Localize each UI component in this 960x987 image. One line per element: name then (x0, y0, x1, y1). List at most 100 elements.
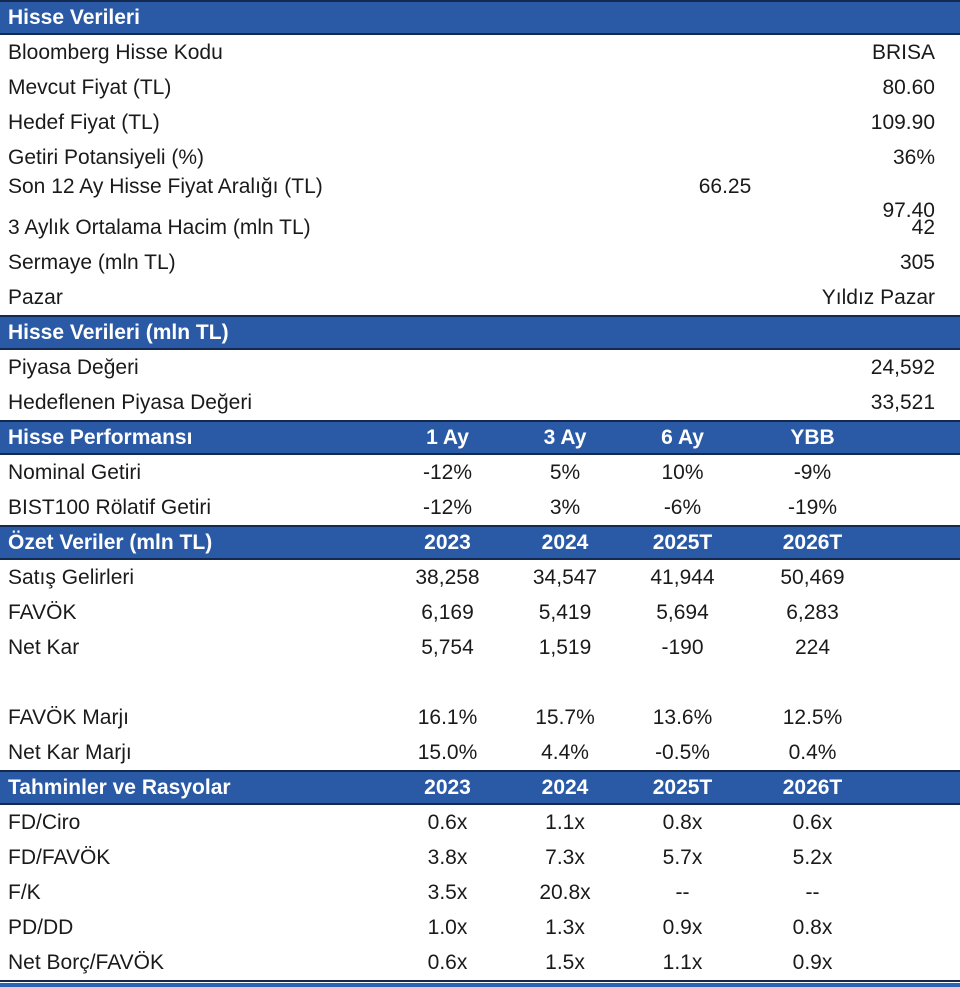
cell-value: 1,519 (538, 635, 592, 659)
cell-value: 0.8x (792, 915, 833, 939)
cell-value: 5% (549, 460, 581, 484)
table-row: Piyasa Değeri 24,592 (0, 350, 960, 385)
row-label: FD/Ciro (8, 810, 81, 834)
cell-value: -12% (422, 460, 473, 484)
cell-value: 13.6% (652, 705, 713, 729)
table-bottom-rule-gap (0, 982, 960, 983)
cell-value-low: 66.25 (698, 175, 752, 198)
row-label: Mevcut Fiyat (TL) (8, 75, 172, 99)
table-row: Pazar Yıldız Pazar (0, 280, 960, 315)
table-row: Mevcut Fiyat (TL) 80.60 (0, 70, 960, 105)
cell-value: 0.6x (427, 810, 468, 834)
cell-value: 109.90 (870, 110, 935, 134)
row-label: Sermaye (mln TL) (8, 250, 176, 274)
cell-value: 1.1x (545, 810, 585, 834)
column-header: 1 Ay (426, 425, 469, 449)
table-row: Hedeflenen Piyasa Değeri 33,521 (0, 385, 960, 420)
table-row: BIST100 Rölatif Getiri -12% 3% -6% -19% (0, 490, 960, 525)
cell-value: BRISA (871, 40, 935, 64)
row-label: PD/DD (8, 915, 74, 939)
column-header: 2024 (541, 530, 589, 554)
row-label: Net Kar Marjı (8, 740, 132, 764)
row-label: Getiri Potansiyeli (%) (8, 145, 205, 169)
cell-value: 1.5x (545, 950, 585, 974)
cell-value: 36% (892, 145, 935, 169)
table-row: 3 Aylık Ortalama Hacim (mln TL) 42 (0, 210, 960, 245)
cell-value: 0.6x (427, 950, 468, 974)
cell-value: 0.9x (662, 915, 703, 939)
table-row: Nominal Getiri -12% 5% 10% -9% (0, 455, 960, 490)
table-bottom-rule-blue (0, 983, 960, 987)
cell-value: 7.3x (545, 845, 585, 869)
cell-value: 224 (794, 635, 831, 659)
cell-value: 16.1% (417, 705, 478, 729)
column-header: 2023 (424, 530, 471, 554)
cell-value: 97.40 (882, 199, 935, 222)
cell-value: 20.8x (539, 880, 591, 904)
column-header: 2025T (652, 530, 713, 554)
row-label: Net Borç/FAVÖK (8, 950, 164, 974)
cell-value: 10% (661, 460, 704, 484)
row-label: FAVÖK Marjı (8, 705, 129, 729)
section-header-tahminler-ve-rasyolar: Tahminler ve Rasyolar 2023 2024 2025T 20… (0, 770, 960, 805)
column-header: 2024 (541, 775, 589, 799)
cell-value: 12.5% (782, 705, 843, 729)
column-header: 3 Ay (543, 425, 587, 449)
table-row: Net Kar Marjı 15.0% 4.4% -0.5% 0.4% (0, 735, 960, 770)
section-header-hisse-performansi: Hisse Performansı 1 Ay 3 Ay 6 Ay YBB (0, 420, 960, 455)
row-label: Nominal Getiri (8, 460, 142, 484)
cell-value: 80.60 (882, 75, 935, 99)
table-bottom-rule-dark (0, 980, 960, 982)
section-header-hisse-verileri: Hisse Verileri (0, 0, 960, 35)
cell-value: 1.3x (545, 915, 585, 939)
cell-value: -- (675, 880, 690, 904)
table-row: Net Borç/FAVÖK 0.6x 1.5x 1.1x 0.9x (0, 945, 960, 980)
cell-value: 1.1x (662, 950, 703, 974)
section-title: Tahminler ve Rasyolar (8, 775, 231, 799)
cell-value: 5,694 (656, 600, 709, 624)
section-title: Hisse Verileri (mln TL) (8, 320, 229, 344)
section-header-ozet-veriler: Özet Veriler (mln TL) 2023 2024 2025T 20… (0, 525, 960, 560)
section-title: Özet Veriler (mln TL) (8, 530, 213, 554)
column-header: 2025T (652, 775, 713, 799)
table-row: Son 12 Ay Hisse Fiyat Aralığı (TL) 66.25… (0, 175, 960, 222)
row-label: Satış Gelirleri (8, 565, 135, 589)
cell-value: -190 (661, 635, 704, 659)
table-row: FAVÖK Marjı 16.1% 15.7% 13.6% 12.5% (0, 700, 960, 735)
table-row: FAVÖK 6,169 5,419 5,694 6,283 (0, 595, 960, 630)
table-row: Bloomberg Hisse Kodu BRISA (0, 35, 960, 70)
cell-value: 38,258 (415, 565, 480, 589)
cell-value: 15.0% (417, 740, 478, 764)
cell-value: 5.2x (792, 845, 833, 869)
cell-value: 0.4% (788, 740, 837, 764)
table-row: Sermaye (mln TL) 305 (0, 245, 960, 280)
row-label: FAVÖK (8, 600, 77, 624)
column-header: 2023 (424, 775, 471, 799)
section-title: Hisse Verileri (8, 5, 140, 29)
row-label: Net Kar (8, 635, 80, 659)
section-title: Hisse Performansı (8, 425, 193, 449)
table-row: FD/Ciro 0.6x 1.1x 0.8x 0.6x (0, 805, 960, 840)
cell-value: 4.4% (541, 740, 589, 764)
table-row: Satış Gelirleri 38,258 34,547 41,944 50,… (0, 560, 960, 595)
table-row: Net Kar 5,754 1,519 -190 224 (0, 630, 960, 665)
table-row: Getiri Potansiyeli (%) 36% (0, 140, 960, 175)
cell-value: 0.8x (662, 810, 703, 834)
cell-value: 3% (549, 495, 581, 519)
row-label: Hedeflenen Piyasa Değeri (8, 390, 252, 414)
row-label: Pazar (8, 285, 63, 309)
cell-value: 15.7% (535, 705, 595, 729)
column-header: 2026T (782, 530, 843, 554)
row-label: BIST100 Rölatif Getiri (8, 495, 212, 519)
cell-value: 5,419 (538, 600, 592, 624)
column-header: YBB (790, 425, 835, 449)
row-label: Bloomberg Hisse Kodu (8, 40, 223, 64)
cell-value: Yıldız Pazar (821, 285, 935, 309)
row-label: F/K (8, 880, 41, 904)
column-header: 6 Ay (661, 425, 704, 449)
cell-value: 6,169 (421, 600, 474, 624)
row-label: Son 12 Ay Hisse Fiyat Aralığı (TL) (8, 175, 323, 198)
cell-value: 6,283 (786, 600, 839, 624)
cell-value: -9% (793, 460, 832, 484)
